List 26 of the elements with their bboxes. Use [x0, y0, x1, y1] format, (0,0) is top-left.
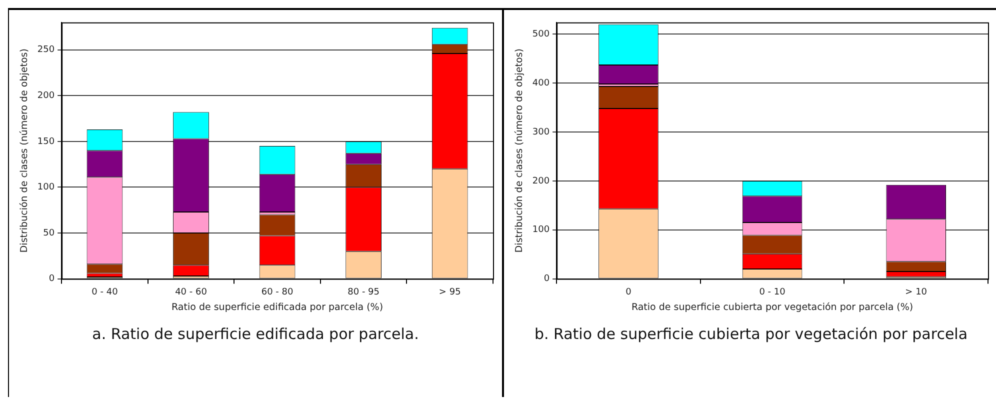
x-axis-title: Ratio de superficie edificada por parcela (%)	[172, 302, 384, 313]
y-tick-label: 300	[532, 127, 550, 138]
y-tick-label: 200	[37, 91, 55, 101]
x-tick-label: 60 - 80	[261, 288, 294, 298]
text: b. Ratio de superficie cubierta por vegetación por parcela	[533, 324, 969, 344]
y-tick-label: 150	[37, 136, 55, 147]
x-tick-label: 0	[626, 288, 632, 298]
x-axis-title: Ratio de superficie cubierta por vegetación por parcela (%)	[631, 302, 914, 313]
x-tick-label: 0 - 10	[759, 288, 786, 298]
y-tick-label: 0	[544, 274, 550, 284]
x-tick-label: > 95	[438, 288, 461, 298]
x-tick-label: 80 - 95	[348, 288, 380, 298]
y-tick-label: 0	[48, 274, 55, 284]
y-tick-label: 200	[532, 176, 550, 186]
x-tick-label: > 10	[905, 288, 928, 298]
y-axis-title: Distribución de clases (número de objetos)	[19, 48, 30, 253]
x-tick-label: 0 - 40	[92, 288, 118, 298]
x-tick-label: 40 - 60	[175, 288, 208, 298]
y-tick-label: 50	[43, 228, 55, 238]
y-axis-title: Distribución de clases (número de objetos)	[514, 48, 526, 253]
text: a. Ratio de superficie edificada por parcela.	[91, 324, 420, 344]
y-tick-label: 100	[532, 225, 550, 236]
y-tick-label: 250	[37, 45, 55, 56]
y-tick-label: 400	[532, 78, 550, 88]
y-tick-label: 100	[37, 182, 55, 193]
y-tick-label: 500	[532, 29, 550, 40]
